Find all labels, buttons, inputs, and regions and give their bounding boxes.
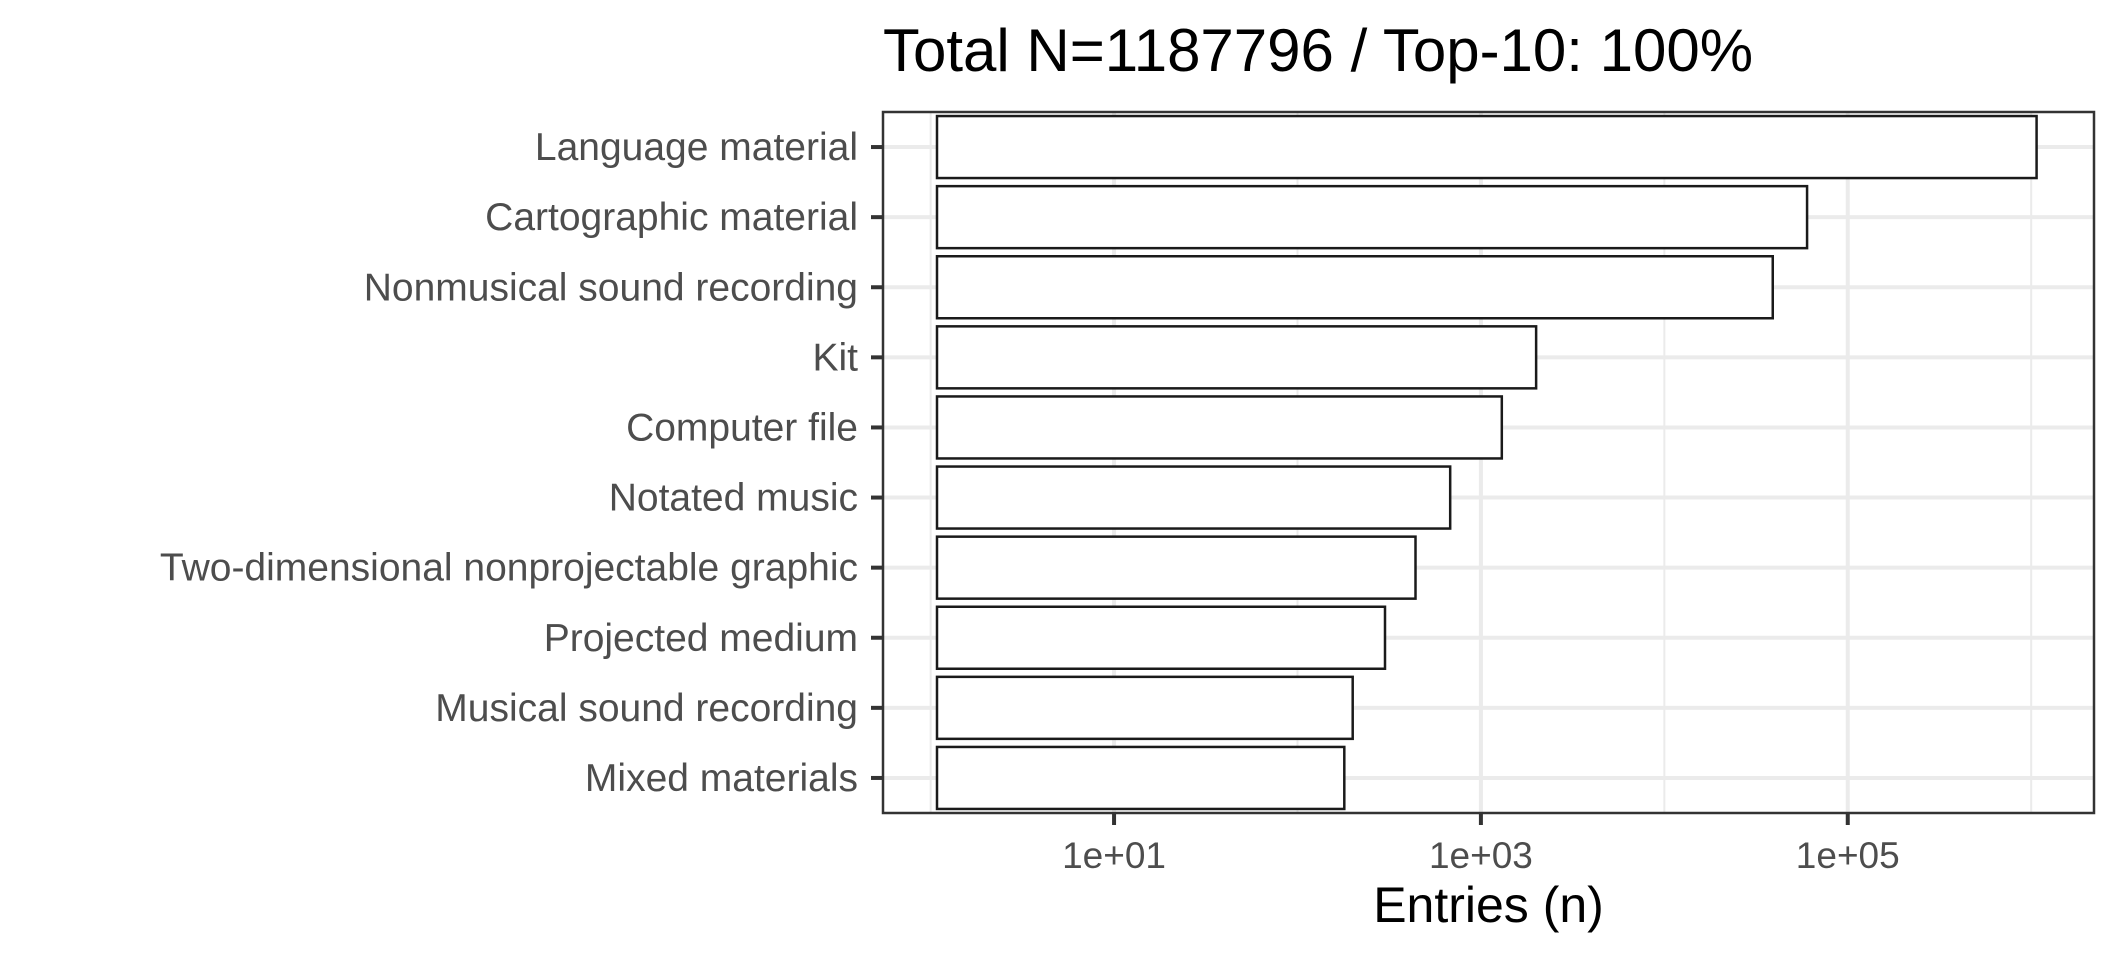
x-tick-label: 1e+01 bbox=[1062, 835, 1166, 876]
y-tick-label: Kit bbox=[812, 336, 858, 379]
bar-10 bbox=[935, 745, 1346, 811]
plot-panel-border bbox=[881, 110, 2096, 815]
bars bbox=[935, 114, 2038, 811]
bar-9 bbox=[935, 675, 1354, 741]
bar-4 bbox=[935, 325, 1538, 390]
x-axis-title: Entries (n) bbox=[1373, 877, 1604, 933]
bar-1 bbox=[935, 114, 2038, 180]
y-tick-label: Cartographic material bbox=[485, 196, 858, 239]
x-tick-label: 1e+05 bbox=[1796, 835, 1900, 876]
y-tick-label: Nonmusical sound recording bbox=[364, 266, 858, 309]
y-tick-label: Mixed materials bbox=[585, 757, 858, 800]
bar-7 bbox=[935, 535, 1417, 600]
x-tick-label: 1e+03 bbox=[1429, 835, 1533, 876]
chart-title: Total N=1187796 / Top-10: 100% bbox=[883, 17, 1753, 84]
bar-2 bbox=[935, 184, 1809, 250]
y-axis: Language material Cartographic material No… bbox=[160, 126, 883, 800]
y-tick-label: Projected medium bbox=[544, 617, 858, 660]
y-tick-label: Musical sound recording bbox=[435, 687, 858, 730]
x-axis: 1e+01 1e+03 1e+05 bbox=[1062, 813, 1900, 876]
y-tick-label: Notated music bbox=[609, 477, 858, 520]
y-tick-label: Language material bbox=[535, 126, 858, 169]
bar-8 bbox=[935, 605, 1387, 670]
bar-6 bbox=[935, 465, 1452, 530]
bar-5 bbox=[935, 395, 1504, 460]
y-tick-label: Two-dimensional nonprojectable graphic bbox=[160, 547, 858, 590]
bar-3 bbox=[935, 255, 1775, 320]
y-tick-label: Computer file bbox=[626, 406, 858, 449]
